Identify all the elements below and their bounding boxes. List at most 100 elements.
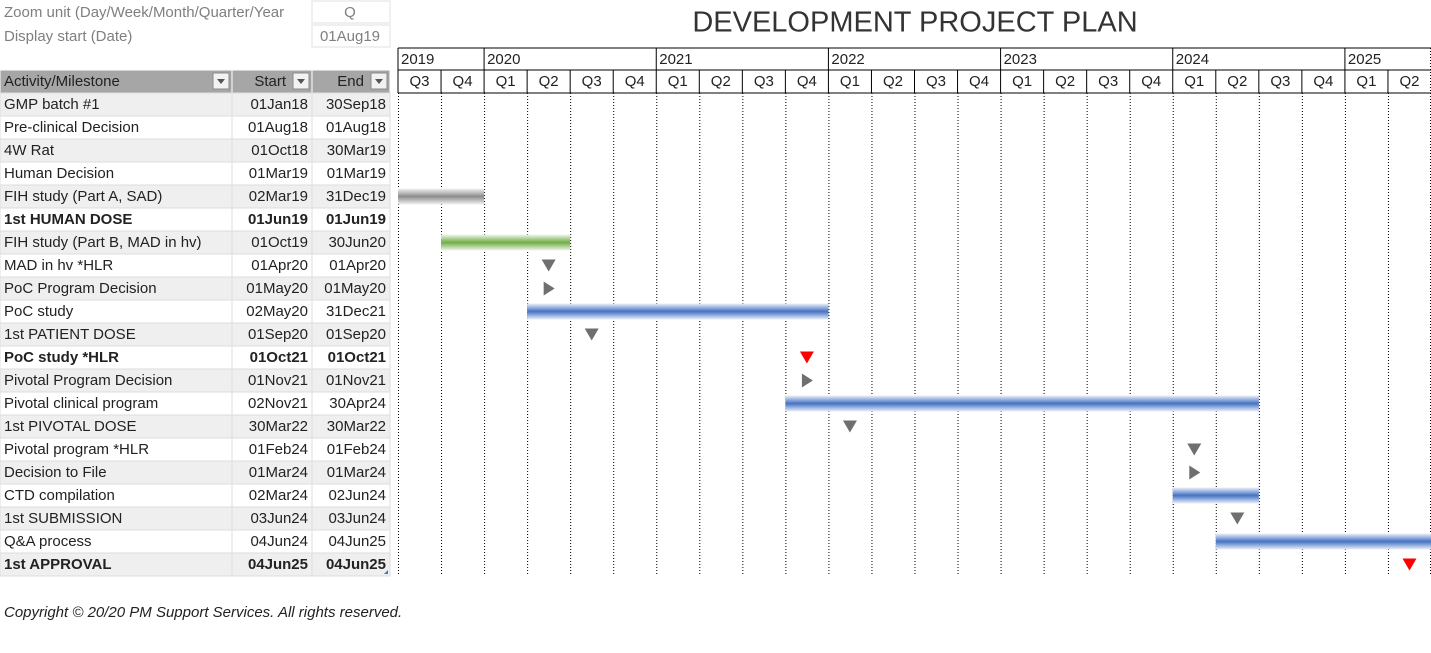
end-date: 01Apr20 xyxy=(329,257,386,274)
quarter-label: Q1 xyxy=(840,73,860,90)
activity: Pivotal program *HLR xyxy=(4,441,149,458)
activity: Human Decision xyxy=(4,165,114,182)
filter-arrow xyxy=(297,79,305,84)
end-date: 30Sep18 xyxy=(326,96,386,113)
year-label: 2021 xyxy=(659,51,692,68)
bar-shade xyxy=(398,188,485,205)
milestone xyxy=(1189,465,1201,480)
milestone xyxy=(1187,443,1202,456)
header-text: End xyxy=(337,73,364,90)
quarter-label: Q2 xyxy=(539,73,559,90)
quarter-label: Q1 xyxy=(668,73,688,90)
activity: FIH study (Part B, MAD in hv) xyxy=(4,234,202,251)
quarter-label: Q2 xyxy=(1227,73,1247,90)
start-date: 02Mar19 xyxy=(249,188,308,205)
activity: PoC study *HLR xyxy=(4,349,119,366)
quarter-label: Q2 xyxy=(711,73,731,90)
bar-shade xyxy=(527,303,829,320)
start-date: 01Mar19 xyxy=(249,165,308,182)
activity: CTD compilation xyxy=(4,487,115,504)
start-date: 02Mar24 xyxy=(249,487,308,504)
milestone xyxy=(584,328,599,341)
quarter-label: Q1 xyxy=(1012,73,1032,90)
start-date: 01May20 xyxy=(246,280,308,297)
end-date: 31Dec19 xyxy=(326,188,386,205)
year-label: 2022 xyxy=(831,51,864,68)
quarter-label: Q3 xyxy=(1098,73,1118,90)
end-date: 04Jun25 xyxy=(326,556,386,573)
quarter-label: Q1 xyxy=(1356,73,1376,90)
start-date: 01Jan18 xyxy=(250,96,308,113)
quarter-label: Q3 xyxy=(1270,73,1290,90)
end-date: 31Dec21 xyxy=(326,303,386,320)
resize-handle xyxy=(384,570,388,574)
start-date: 01Feb24 xyxy=(249,441,308,458)
year-label: 2023 xyxy=(1004,51,1037,68)
activity: Decision to File xyxy=(4,464,107,481)
start-date: 30Mar22 xyxy=(249,418,308,435)
start-date: 02Nov21 xyxy=(248,395,308,412)
end-date: 01Aug18 xyxy=(326,119,386,136)
end-date: 01Oct21 xyxy=(328,349,386,366)
quarter-label: Q2 xyxy=(1399,73,1419,90)
start-date: 04Jun25 xyxy=(248,556,308,573)
quarter-label: Q3 xyxy=(926,73,946,90)
end-date: 04Jun25 xyxy=(328,533,386,550)
end-date: 02Jun24 xyxy=(328,487,386,504)
start-date: 02May20 xyxy=(246,303,308,320)
header-text: Activity/Milestone xyxy=(4,73,120,90)
year-label: 2025 xyxy=(1348,51,1381,68)
filter-arrow xyxy=(217,79,225,84)
end-date: 01Mar24 xyxy=(327,464,386,481)
activity: 1st APPROVAL xyxy=(4,556,112,573)
activity: Pivotal clinical program xyxy=(4,395,158,412)
bar-shade xyxy=(1215,533,1431,550)
setting-value: Q xyxy=(344,4,356,21)
filter-arrow xyxy=(375,79,383,84)
quarter-label: Q4 xyxy=(625,73,645,90)
end-date: 30Apr24 xyxy=(329,395,386,412)
milestone xyxy=(541,259,556,272)
activity: GMP batch #1 xyxy=(4,96,100,113)
quarter-label: Q4 xyxy=(1141,73,1161,90)
header-text: Start xyxy=(254,73,287,90)
setting-value: 01Aug19 xyxy=(320,28,380,45)
activity: 1st PIVOTAL DOSE xyxy=(4,418,137,435)
milestone xyxy=(842,420,857,433)
end-date: 30Jun20 xyxy=(328,234,386,251)
quarter-label: Q1 xyxy=(1184,73,1204,90)
milestone xyxy=(799,351,814,364)
setting-label: Zoom unit (Day/Week/Month/Quarter/Year xyxy=(4,4,284,21)
activity: 1st SUBMISSION xyxy=(4,510,122,527)
quarter-label: Q2 xyxy=(1055,73,1075,90)
quarter-label: Q4 xyxy=(969,73,989,90)
start-date: 01Nov21 xyxy=(248,372,308,389)
setting-label: Display start (Date) xyxy=(4,28,132,45)
activity: PoC Program Decision xyxy=(4,280,157,297)
bar-shade xyxy=(1172,487,1259,504)
quarter-label: Q1 xyxy=(496,73,516,90)
end-date: 30Mar22 xyxy=(327,418,386,435)
start-date: 01Oct21 xyxy=(250,349,308,366)
title: DEVELOPMENT PROJECT PLAN xyxy=(692,7,1137,39)
bar-shade xyxy=(441,234,571,251)
quarter-label: Q2 xyxy=(883,73,903,90)
activity: MAD in hv *HLR xyxy=(4,257,113,274)
quarter-label: Q3 xyxy=(582,73,602,90)
activity: 4W Rat xyxy=(4,142,55,159)
activity: Q&A process xyxy=(4,533,92,550)
bar-shade xyxy=(785,395,1259,412)
start-date: 01Sep20 xyxy=(248,326,308,343)
start-date: 01Mar24 xyxy=(249,464,308,481)
start-date: 01Oct18 xyxy=(251,142,308,159)
end-date: 03Jun24 xyxy=(328,510,386,527)
activity: PoC study xyxy=(4,303,74,320)
setting-cell xyxy=(311,24,391,48)
start-date: 01Apr20 xyxy=(251,257,308,274)
activity: Pivotal Program Decision xyxy=(4,372,172,389)
milestone xyxy=(543,281,555,296)
end-date: 01May20 xyxy=(324,280,386,297)
end-date: 01Feb24 xyxy=(327,441,386,458)
table-cell xyxy=(311,552,391,577)
